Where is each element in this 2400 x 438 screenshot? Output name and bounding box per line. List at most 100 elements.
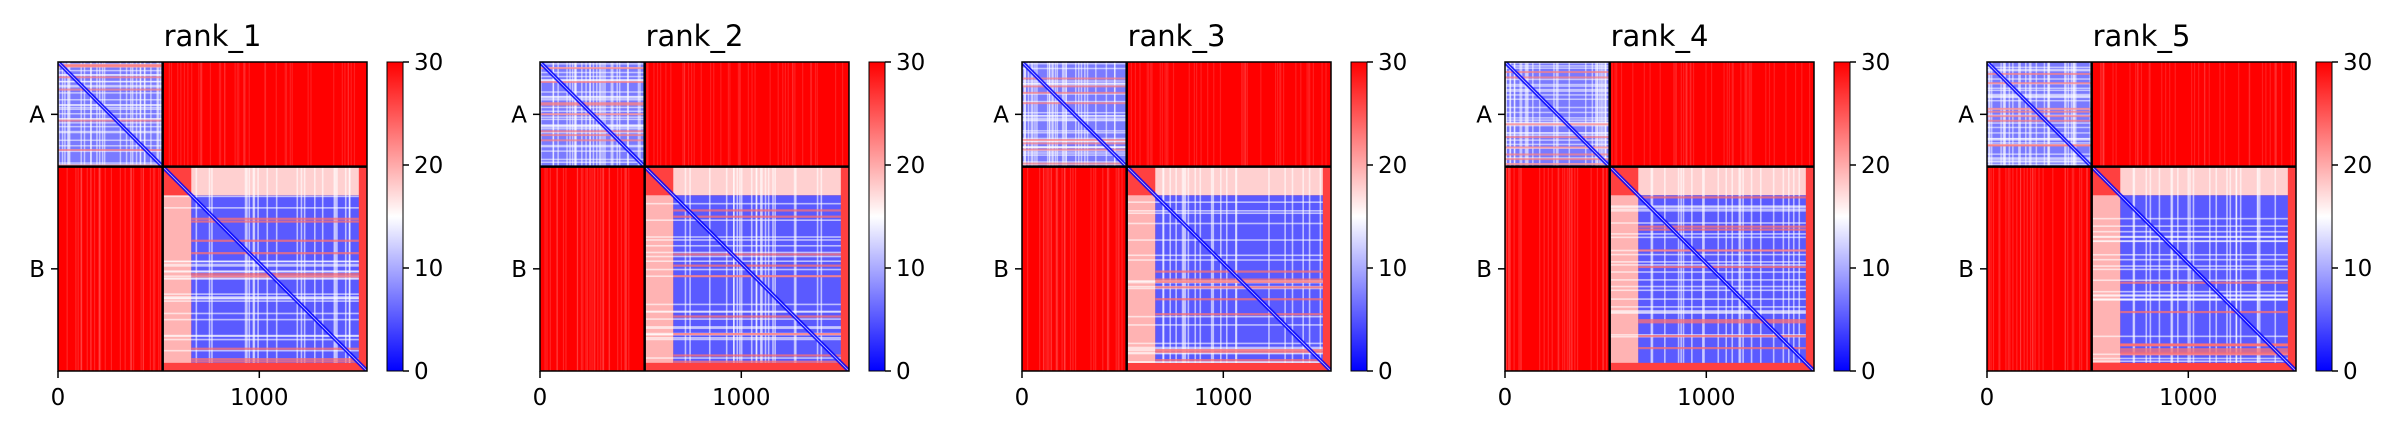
block-B-stripe	[1609, 253, 1806, 256]
interchain-stripe	[1045, 166, 1047, 371]
interchain-stripe	[544, 166, 546, 371]
block-B-stripe	[1609, 205, 1806, 207]
block-B-stripe	[673, 215, 841, 218]
block-A-stripe	[58, 162, 163, 164]
block-B-stripe	[644, 219, 841, 221]
colorbar-tick-label: 30	[1861, 50, 1890, 76]
interchain-stripe	[2140, 62, 2143, 167]
block-A-stripe	[540, 67, 645, 70]
block-A-stripe	[540, 145, 645, 148]
interchain-stripe	[1659, 62, 1661, 167]
block-A-stripe	[540, 110, 645, 113]
interchain-stripe	[1616, 62, 1618, 167]
interchain-stripe	[624, 166, 626, 371]
interchain-stripe	[209, 62, 212, 167]
interchain-stripe	[727, 62, 729, 167]
y-tick-label: B	[1476, 257, 1492, 283]
block-A-stripe	[1505, 163, 1610, 166]
block-B-edge	[191, 166, 359, 196]
plot-frame	[1986, 61, 2297, 372]
block-B-stripe	[1155, 270, 1323, 273]
interchain-stripe	[751, 62, 753, 167]
interchain-stripe	[576, 166, 579, 371]
block-A-stripe	[58, 106, 163, 109]
block-A-stripe	[1077, 62, 1080, 167]
interchain-stripe	[1508, 166, 1510, 371]
block-A-stripe	[540, 63, 645, 65]
colorbar-tick-label: 0	[1378, 359, 1393, 385]
interchain-stripe	[2081, 166, 2083, 371]
block-A-stripe	[61, 62, 64, 167]
block-B-stripe	[1126, 315, 1323, 318]
interchain-stripe	[720, 62, 722, 167]
block-B-stripe	[313, 166, 316, 363]
interchain-stripe	[1808, 62, 1811, 167]
interchain-stripe	[1061, 166, 1063, 371]
block-A-stripe	[1987, 153, 2092, 155]
block-B-stripe	[644, 318, 841, 320]
block-B-stripe	[162, 278, 359, 280]
interchain-stripe	[1509, 166, 1511, 371]
interchain-stripe	[2032, 166, 2034, 371]
block-A-stripe	[1591, 62, 1594, 167]
block-B-stripe	[2120, 353, 2288, 356]
colorbar-tick-label: 0	[2343, 359, 2358, 385]
block-A-stripe	[130, 62, 132, 167]
block-B-stripe	[162, 207, 359, 209]
interchain-stripe	[2149, 62, 2151, 167]
interchain-stripe	[1050, 166, 1052, 371]
block-B-stripe	[2120, 281, 2288, 284]
block-B-stripe	[1609, 279, 1806, 281]
interchain-stripe	[802, 62, 804, 167]
interchain-stripe	[2038, 166, 2040, 371]
block-A-stripe	[1568, 62, 1571, 167]
interchain-stripe	[608, 166, 610, 371]
interchain-stripe	[653, 62, 655, 167]
interchain-stripe	[1746, 62, 1748, 167]
block-A-stripe	[58, 119, 163, 122]
block-B-stripe	[2171, 166, 2174, 363]
block-A-stripe	[1022, 162, 1127, 165]
block-A-stripe	[1519, 62, 1521, 167]
block-B-stripe	[644, 236, 841, 238]
block-A-stripe	[540, 161, 645, 164]
block-B-stripe	[348, 166, 351, 363]
block-B-stripe	[673, 253, 841, 256]
block-A-stripe	[1505, 90, 1610, 92]
interchain-stripe	[2293, 62, 2295, 167]
block-B-stripe	[1126, 324, 1323, 326]
interchain-stripe	[794, 62, 796, 167]
heatmap-area	[540, 62, 849, 371]
panel-rank_2: rank_2 0 1000 A B 0 10 20 30	[511, 19, 925, 411]
block-B-stripe	[191, 358, 359, 361]
y-tick-label: A	[1958, 102, 1974, 128]
block-B-stripe	[644, 255, 841, 258]
interchain-stripe	[582, 166, 584, 371]
block-B-stripe	[644, 260, 841, 263]
interchain-stripe	[1146, 62, 1148, 167]
block-B-stripe	[162, 300, 359, 302]
interchain-stripe	[347, 62, 349, 167]
block-A-stripe	[119, 62, 122, 167]
block-B-stripe	[1319, 166, 1322, 363]
block-A-stripe	[1513, 62, 1516, 167]
block-B-stripe	[644, 338, 841, 341]
interchain-stripe	[170, 62, 173, 167]
interchain-stripe	[1990, 166, 1992, 371]
interchain-stripe	[2086, 166, 2089, 371]
block-B-stripe	[2132, 166, 2135, 363]
interchain-stripe	[1121, 166, 1123, 371]
colorbar-tick-label: 20	[2343, 153, 2372, 179]
block-A-stripe	[1505, 132, 1610, 134]
block-B-stripe	[673, 209, 841, 212]
interchain-stripe	[2198, 62, 2200, 167]
block-B-stripe	[673, 354, 841, 357]
block-A-stripe	[1061, 62, 1064, 167]
interchain-stripe	[1686, 62, 1688, 167]
interchain-stripe	[1518, 166, 1520, 371]
interchain-stripe	[1519, 166, 1521, 371]
block-A-stripe	[2072, 62, 2074, 167]
block-A-stripe	[1505, 153, 1610, 156]
block-B-stripe	[1609, 306, 1806, 308]
interchain-stripe	[1726, 62, 1728, 167]
